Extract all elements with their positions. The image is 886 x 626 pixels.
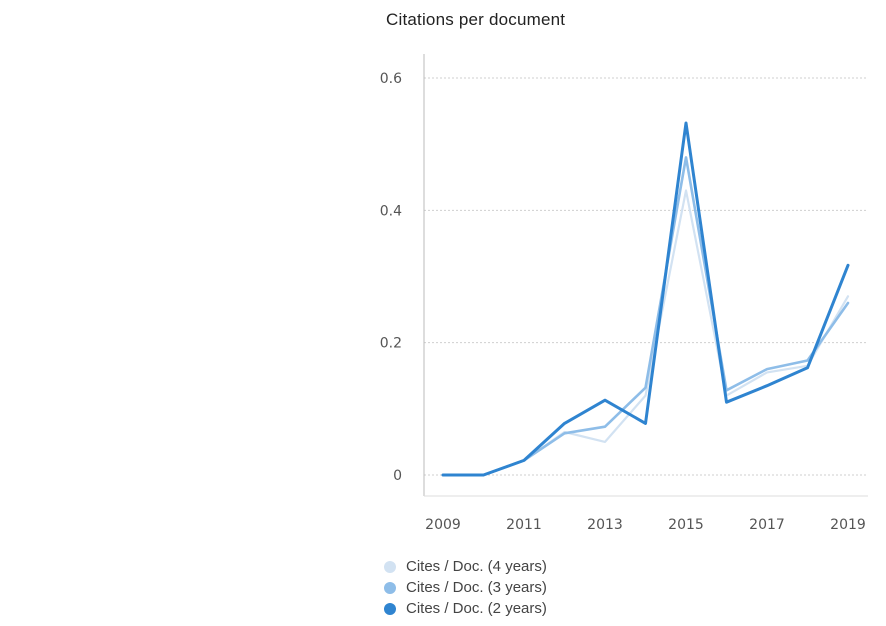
legend-label-4-years: Cites / Doc. (4 years) xyxy=(406,558,547,575)
legend-swatch-3-years xyxy=(384,581,396,594)
y-tick-label: 0.4 xyxy=(380,203,402,219)
x-tick-label: 2013 xyxy=(587,517,623,533)
x-tick-label: 2015 xyxy=(668,517,704,533)
series-lines xyxy=(441,121,850,477)
legend-item-2-years[interactable]: Cites / Doc. (2 years) xyxy=(384,598,547,619)
legend: Cites / Doc. (4 years) Cites / Doc. (3 y… xyxy=(384,556,547,619)
legend-swatch-4-years xyxy=(384,560,396,573)
legend-item-3-years[interactable]: Cites / Doc. (3 years) xyxy=(384,577,547,598)
y-tick-labels: 0 0.2 0.4 0.6 xyxy=(380,71,402,484)
chart-title: Citations per document xyxy=(386,10,566,29)
x-tick-label: 2009 xyxy=(425,517,461,533)
x-tick-label: 2017 xyxy=(749,517,785,533)
x-tick-label: 2019 xyxy=(830,517,866,533)
series-line-3-years xyxy=(441,156,850,477)
legend-label-2-years: Cites / Doc. (2 years) xyxy=(406,600,547,617)
y-tick-label: 0.2 xyxy=(380,336,402,352)
series-line-2-years xyxy=(441,121,850,477)
legend-swatch-2-years xyxy=(384,602,396,615)
grid-lines xyxy=(424,77,868,476)
series-line-4-years xyxy=(441,189,850,477)
legend-item-4-years[interactable]: Cites / Doc. (4 years) xyxy=(384,556,547,577)
x-tick-label: 2011 xyxy=(506,517,542,533)
y-tick-label: 0.6 xyxy=(380,71,402,87)
y-tick-label: 0 xyxy=(393,468,402,484)
x-tick-labels: 2009 2011 2013 2015 2017 2019 xyxy=(425,517,866,533)
legend-label-3-years: Cites / Doc. (3 years) xyxy=(406,579,547,596)
